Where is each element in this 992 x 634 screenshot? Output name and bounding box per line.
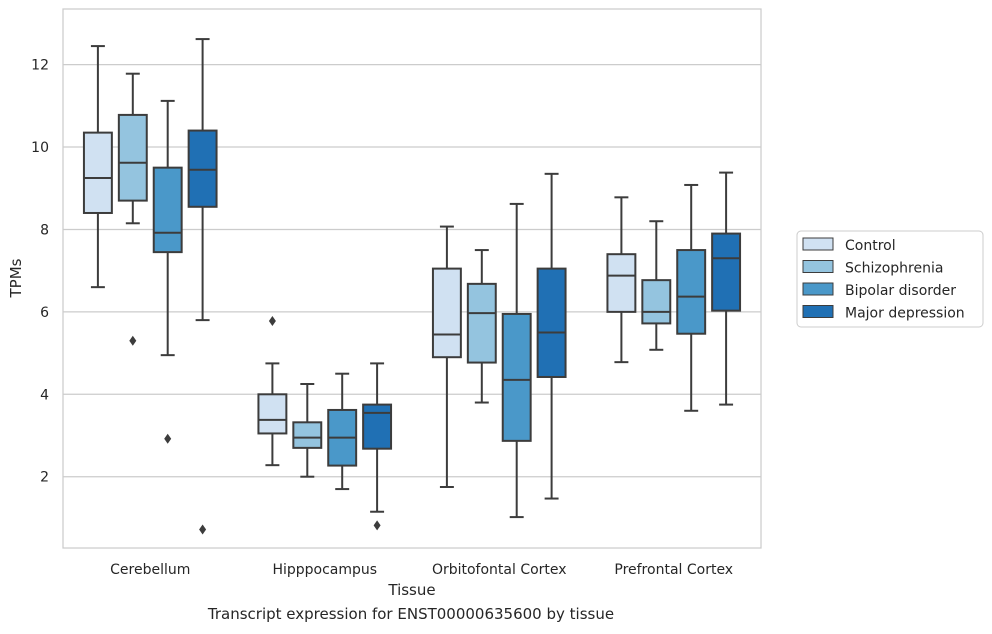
x-axis-label: Tissue xyxy=(387,581,435,599)
box xyxy=(117,113,148,202)
box xyxy=(641,279,672,325)
series-major-depression xyxy=(187,38,742,535)
box-group xyxy=(641,220,672,351)
y-tick-label: 2 xyxy=(40,470,49,486)
box xyxy=(501,312,532,442)
y-tick-label: 6 xyxy=(40,305,49,321)
box-group xyxy=(606,196,637,364)
box-group xyxy=(117,72,148,346)
legend-frame xyxy=(796,230,984,328)
series-bipolar-disorder xyxy=(152,99,707,519)
chart-caption: Transcript expression for ENST0000063560… xyxy=(207,605,615,623)
box xyxy=(431,267,462,359)
box-group xyxy=(431,225,462,489)
box-group xyxy=(187,38,218,535)
y-tick-label: 10 xyxy=(31,140,49,156)
series-schizophrenia xyxy=(117,72,672,478)
box xyxy=(257,393,288,435)
box-group xyxy=(711,171,742,406)
x-tick-labels: Cerebellum Hipppocampus Orbitofontal Corte… xyxy=(110,562,733,578)
y-tick-labels: 2 4 6 8 10 12 xyxy=(31,58,49,486)
plot-frame xyxy=(62,8,762,549)
legend-swatch xyxy=(802,305,834,318)
box-group xyxy=(152,99,183,444)
outlier-point xyxy=(373,520,381,531)
x-tick-label: Hipppocampus xyxy=(272,562,377,578)
y-axis-label: TPMs xyxy=(7,258,25,298)
legend-swatch xyxy=(802,282,834,296)
box-series xyxy=(82,38,742,535)
box xyxy=(362,403,393,450)
box-group xyxy=(327,372,358,491)
box xyxy=(711,232,742,312)
legend-label: Schizophrenia xyxy=(845,261,943,277)
y-tick-label: 12 xyxy=(31,58,49,74)
box xyxy=(292,421,323,449)
x-tick-label: Prefrontal Cortex xyxy=(614,562,733,578)
series-control xyxy=(82,45,637,489)
outlier-point xyxy=(199,524,207,535)
box-group xyxy=(466,249,497,404)
box xyxy=(466,282,497,364)
box-group xyxy=(362,362,393,531)
box xyxy=(82,131,113,214)
box xyxy=(676,249,707,335)
box-group xyxy=(257,315,288,467)
legend-label: Major depression xyxy=(845,306,965,322)
box xyxy=(152,166,183,254)
legend-label: Bipolar disorder xyxy=(845,283,956,299)
legend-swatch xyxy=(802,237,834,251)
box-group xyxy=(676,183,707,412)
y-tick-label: 4 xyxy=(40,387,49,403)
box xyxy=(187,129,218,208)
outlier-point xyxy=(268,315,276,326)
box-group xyxy=(292,382,323,478)
legend-label: Control xyxy=(845,238,896,254)
outlier-point xyxy=(129,335,137,346)
y-tick-label: 8 xyxy=(40,222,49,238)
x-tick-label: Orbitofontal Cortex xyxy=(432,562,567,578)
box xyxy=(606,253,637,313)
legend-swatch xyxy=(802,260,834,273)
legend: Control Schizophrenia Bipolar disorder Majo… xyxy=(796,230,984,328)
box-group xyxy=(501,202,532,519)
outlier-point xyxy=(164,433,172,444)
box xyxy=(536,267,567,378)
box-group xyxy=(82,45,113,289)
box-group xyxy=(536,172,567,500)
x-tick-label: Cerebellum xyxy=(110,562,190,578)
